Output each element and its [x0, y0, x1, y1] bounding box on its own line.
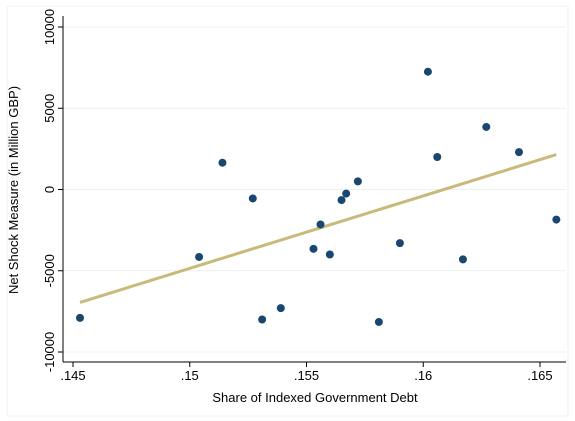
point: [218, 158, 227, 167]
point: [316, 220, 325, 229]
point: [552, 215, 561, 224]
y-axis-label: Net Shock Measure (in Million GBP): [6, 86, 21, 294]
point: [276, 304, 285, 313]
point: [76, 313, 85, 322]
y-tick-label: 10000: [42, 9, 57, 45]
y-tick-label: 0: [42, 186, 57, 193]
point: [423, 67, 432, 76]
point: [458, 255, 467, 264]
fit-line: [79, 153, 557, 304]
x-tick-label: .155: [294, 368, 319, 383]
x-axis-label: Share of Indexed Government Debt: [212, 390, 418, 405]
y-tick-label: -10000: [42, 332, 57, 372]
point: [309, 244, 318, 253]
frame: [6, 5, 569, 417]
point: [342, 189, 351, 198]
point: [482, 122, 491, 131]
x-tick-label: .15: [181, 368, 199, 383]
point: [248, 194, 257, 203]
point: [353, 177, 362, 186]
y-tick-label: 5000: [42, 94, 57, 123]
point: [258, 315, 267, 324]
x-tick-label: .16: [414, 368, 432, 383]
x-tick-label: .165: [527, 368, 552, 383]
point: [433, 153, 442, 161]
point: [337, 196, 346, 205]
point: [374, 317, 383, 326]
point: [325, 250, 334, 259]
point: [395, 239, 404, 248]
y-tick-label: -5000: [42, 254, 57, 287]
point: [514, 148, 523, 157]
x-tick-label: .145: [60, 368, 85, 383]
point: [195, 252, 204, 261]
